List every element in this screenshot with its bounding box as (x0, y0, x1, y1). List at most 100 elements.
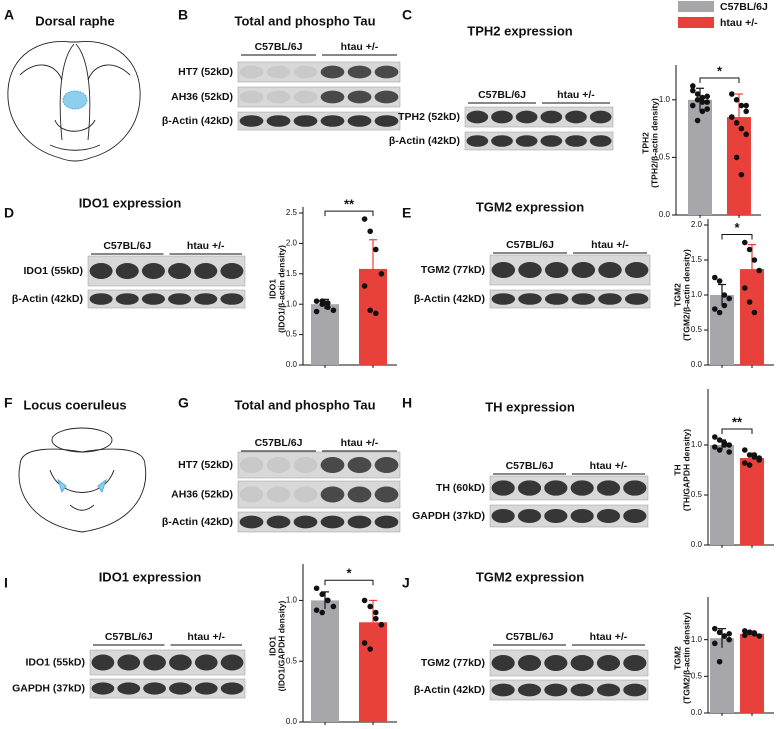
y-tick-label: 1.0 (691, 290, 703, 299)
data-point (325, 304, 331, 311)
row-label: HT7 (52kD) (178, 66, 233, 78)
legend-swatch (678, 1, 714, 12)
blot-band (293, 457, 318, 473)
group-label: htau +/- (557, 89, 595, 101)
blot-band (169, 654, 192, 671)
data-point (367, 307, 374, 314)
blot-band (239, 65, 264, 79)
data-point (756, 633, 762, 639)
blot-band (239, 515, 264, 529)
blot-band (570, 508, 594, 524)
significance-bracket (324, 579, 374, 586)
data-point (738, 102, 745, 109)
data-point (751, 452, 758, 458)
data-point (743, 131, 749, 138)
group-label: htau +/- (187, 631, 225, 643)
blot-band (266, 65, 291, 79)
blot-band (239, 115, 264, 127)
y-tick-label: 0.5 (659, 153, 671, 162)
y-axis-label: (TGM2/β-actin density) (681, 249, 691, 341)
blot-band (517, 655, 542, 671)
blot-band (168, 293, 192, 305)
blot-band (115, 263, 139, 279)
blot-band (598, 293, 622, 305)
data-point (361, 640, 368, 646)
blot-strip (489, 254, 651, 286)
blot-band (320, 457, 345, 473)
blot-band (623, 655, 647, 671)
y-tick-label: 0.0 (691, 540, 703, 549)
row-label: β-Actin (42kD) (162, 516, 233, 528)
data-point (712, 444, 718, 450)
blot-band (491, 135, 513, 147)
data-point (733, 120, 740, 126)
blot-strip (237, 451, 401, 479)
y-axis-label: IDO1 (267, 636, 277, 656)
y-tick-label: 1.5 (691, 255, 703, 264)
blot-band (570, 480, 594, 496)
panel-letter: F (4, 395, 13, 411)
y-axis-label: (IDO1/β-actin density) (276, 245, 286, 333)
brain-schematic-a (7, 40, 141, 162)
blot-band (374, 90, 399, 104)
y-tick-label: 1.0 (659, 95, 671, 104)
data-point (746, 299, 753, 305)
blot-band (517, 480, 542, 496)
blot-band (347, 486, 372, 503)
data-point (319, 609, 326, 616)
data-point (313, 607, 320, 613)
significance-label: * (717, 63, 723, 78)
data-point (742, 285, 748, 291)
panel-letter: I (4, 575, 8, 591)
bar (311, 304, 339, 365)
y-tick-label: 1.0 (691, 635, 703, 644)
blot-band (571, 262, 596, 278)
data-point (733, 154, 740, 161)
y-axis-label: (TGM2/β-actin density) (681, 612, 691, 704)
data-point (313, 298, 320, 304)
blot-band (466, 110, 489, 124)
row-label: TGM2 (77kD) (421, 657, 485, 669)
y-tick-label: 0.5 (286, 656, 298, 665)
legend-swatch (678, 17, 714, 28)
blot-band (143, 682, 166, 695)
data-point (726, 636, 732, 643)
y-tick-label: 0.0 (691, 708, 703, 717)
legend-label: htau +/- (720, 17, 758, 29)
y-tick-label: 2.5 (286, 208, 298, 217)
blot-band (347, 457, 372, 473)
blot-band (374, 486, 399, 503)
data-point (751, 309, 758, 316)
data-point (726, 449, 732, 455)
y-tick-label: 2.0 (286, 239, 298, 248)
y-tick-label: 0.0 (691, 360, 703, 369)
panel-letter: E (402, 205, 411, 221)
significance-label: * (346, 566, 352, 581)
significance-label: ** (732, 414, 743, 429)
data-point (704, 93, 710, 100)
blot-band (570, 655, 594, 671)
blot-band (194, 682, 218, 695)
significance-bracket (721, 428, 753, 434)
blot-band (239, 486, 264, 503)
data-point (699, 99, 706, 105)
blot-band (266, 486, 291, 503)
significance-bracket (721, 234, 753, 240)
panel-letter: H (402, 395, 412, 411)
blot-band (239, 457, 264, 473)
blot-band (141, 293, 165, 305)
y-tick-label: 1.0 (691, 440, 703, 449)
row-label: IDO1 (55kD) (23, 265, 83, 277)
blot-band (320, 65, 345, 79)
blot-band (565, 110, 587, 124)
data-point (726, 631, 732, 637)
data-point (746, 452, 753, 458)
panel-letter: G (178, 395, 189, 411)
group-label: C57BL/6J (506, 239, 554, 251)
data-point (690, 87, 696, 94)
bar (740, 458, 764, 545)
blot-band (596, 480, 621, 496)
blot-band (544, 655, 568, 671)
blot-band (515, 135, 538, 147)
